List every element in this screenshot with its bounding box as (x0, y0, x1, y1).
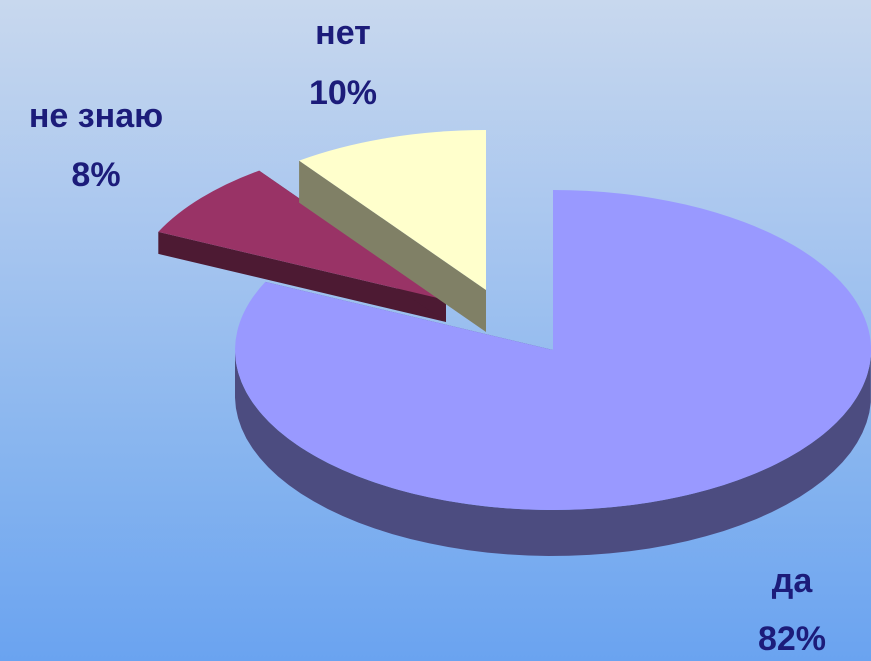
pie-slice-group-no (299, 130, 486, 332)
pie-slice-side-dontknow-cut-a (158, 231, 447, 322)
pie-slice-group-dontknow (158, 170, 447, 322)
slice-label-no-name: нет (315, 14, 371, 52)
slice-label-yes-value: 82% (758, 620, 826, 658)
pie-labels-layer: да 82% не знаю 8% нет 10% (29, 14, 826, 658)
pie-slice-no (299, 130, 486, 290)
pie-slice-side-no-cut-a (299, 160, 486, 332)
slice-label-dontknow-name: не знаю (29, 97, 163, 135)
pie-slice-dontknow (158, 170, 447, 300)
slice-label-yes-name: да (772, 562, 814, 600)
pie-slice-group-yes (235, 190, 871, 556)
slice-label-dontknow-value: 8% (71, 156, 120, 194)
pie-slice-side-yes-wall (235, 351, 871, 556)
slice-label-no-value: 10% (309, 74, 377, 112)
pie-slice-yes (235, 190, 871, 510)
